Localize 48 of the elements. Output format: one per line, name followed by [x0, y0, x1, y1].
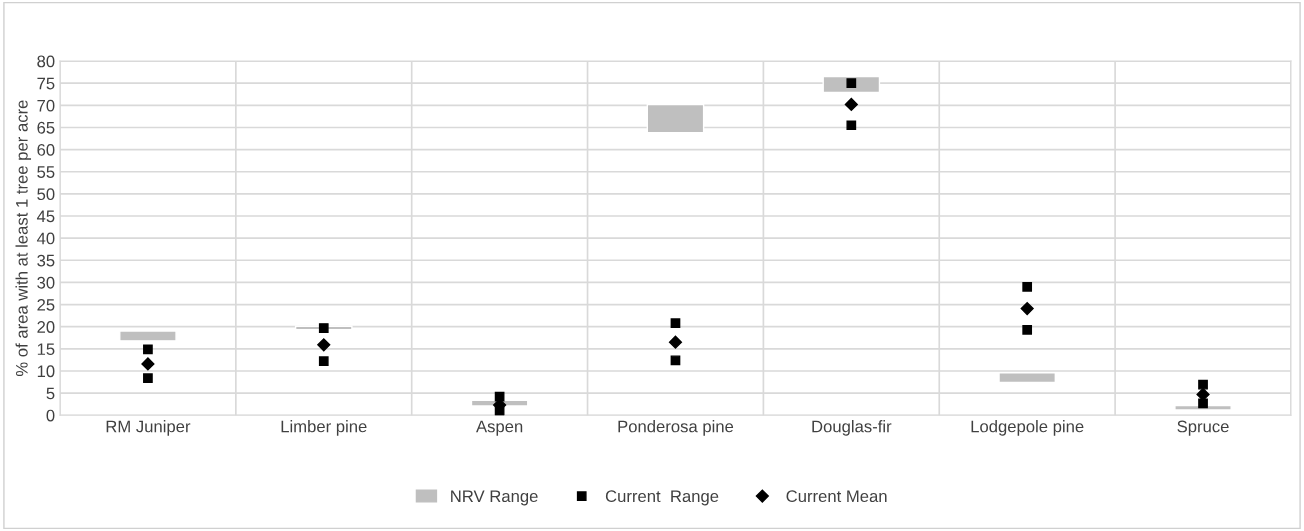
bar	[646, 103, 705, 134]
y-tick-label: 80	[37, 55, 55, 68]
x-tick-label: Aspen	[476, 420, 523, 436]
point	[143, 373, 153, 383]
legend-label: NRV Range	[451, 490, 538, 506]
y-tick-label: 60	[37, 144, 55, 156]
y-tick-label: 0	[46, 409, 55, 422]
y-tick-label: 10	[37, 365, 55, 378]
point	[1198, 379, 1208, 390]
y-tick-label: 5	[46, 387, 55, 400]
bar	[119, 330, 177, 342]
legend-label: Current Mean	[786, 490, 887, 503]
y-tick-label: 30	[37, 276, 55, 289]
x-tick-label: Spruce	[1177, 420, 1229, 436]
y-tick-label: 40	[36, 232, 55, 245]
point	[844, 97, 858, 112]
point	[141, 357, 155, 371]
y-tick-label: 65	[37, 121, 55, 134]
x-tick-label: Lodgepole pine	[971, 420, 1084, 436]
y-tick-label: 20	[37, 321, 55, 333]
y-tick-label: 25	[37, 298, 55, 311]
y-tick-label: 50	[37, 188, 55, 201]
y-tick-label: 70	[37, 99, 55, 112]
point	[1022, 281, 1033, 292]
point	[668, 335, 683, 349]
point	[846, 120, 857, 131]
bar	[998, 372, 1057, 384]
point	[1198, 398, 1208, 409]
point	[1020, 301, 1034, 316]
x-tick-label: Limber pine	[281, 420, 367, 436]
y-axis-title: % of area with at least 1 tree per acre	[15, 100, 32, 377]
point	[143, 344, 153, 355]
y-tick-label: 35	[37, 254, 55, 267]
point	[846, 78, 857, 89]
point	[318, 323, 329, 333]
x-tick-label: RM Juniper	[106, 420, 191, 436]
legend-label: Current Range	[605, 490, 719, 506]
y-tick-label: 55	[37, 166, 55, 178]
x-tick-label: Douglas-fir	[812, 420, 892, 436]
y-tick-label: 15	[37, 343, 55, 356]
point	[670, 355, 681, 366]
point	[1022, 324, 1033, 335]
point	[317, 338, 331, 352]
point	[670, 318, 681, 329]
y-tick-label: 45	[36, 210, 55, 223]
x-tick-label: Ponderosa pine	[618, 420, 734, 436]
point	[318, 356, 329, 367]
y-tick-label: 75	[37, 77, 55, 90]
